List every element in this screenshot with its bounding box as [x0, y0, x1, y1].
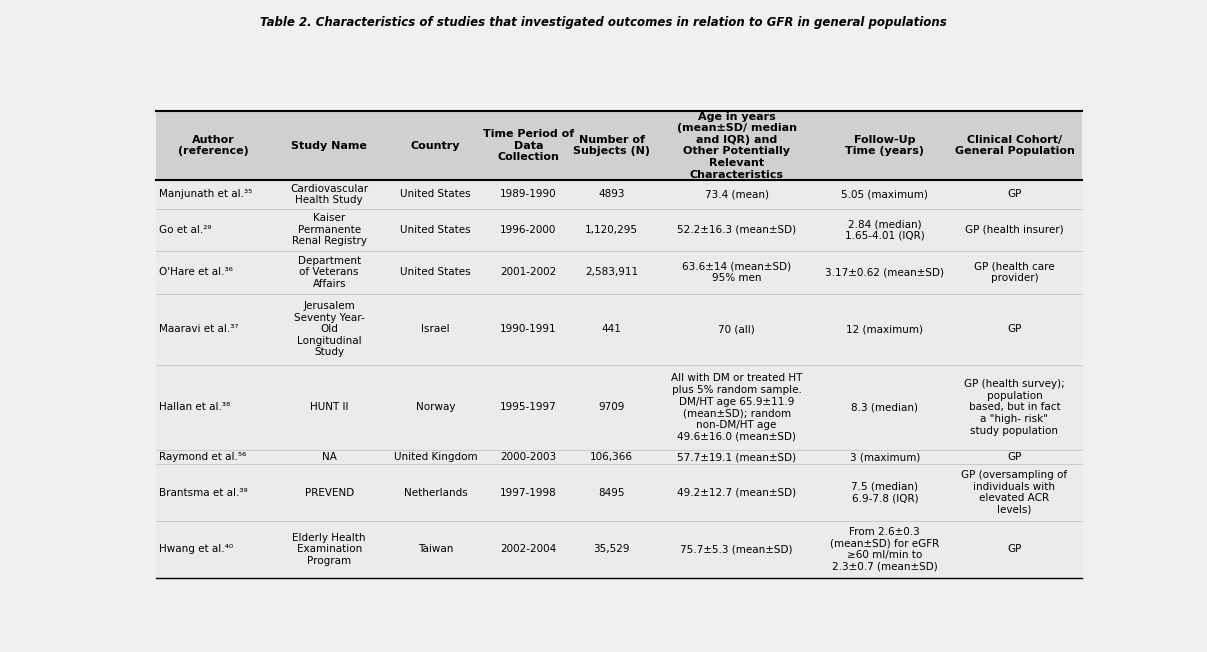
Text: 441: 441 — [602, 324, 622, 334]
Text: GP: GP — [1008, 189, 1021, 200]
Text: GP: GP — [1008, 324, 1021, 334]
Text: GP (health survey);
population
based, but in fact
a "high- risk"
study populatio: GP (health survey); population based, bu… — [964, 379, 1065, 436]
Text: 8.3 (median): 8.3 (median) — [851, 402, 919, 412]
Text: PREVEND: PREVEND — [304, 488, 354, 497]
Text: Study Name: Study Name — [291, 141, 367, 151]
Text: Cardiovascular
Health Study: Cardiovascular Health Study — [290, 184, 368, 205]
Text: Hwang et al.⁴⁰: Hwang et al.⁴⁰ — [159, 544, 233, 554]
Bar — [156, 180, 1081, 578]
Text: Manjunath et al.³⁵: Manjunath et al.³⁵ — [159, 189, 252, 200]
Text: 1997-1998: 1997-1998 — [500, 488, 556, 497]
Text: Country: Country — [410, 141, 460, 151]
Text: 1990-1991: 1990-1991 — [500, 324, 556, 334]
Text: United States: United States — [401, 225, 471, 235]
Text: 12 (maximum): 12 (maximum) — [846, 324, 923, 334]
Text: 1995-1997: 1995-1997 — [500, 402, 556, 412]
Text: GP (oversampling of
individuals with
elevated ACR
levels): GP (oversampling of individuals with ele… — [962, 470, 1067, 515]
Text: GP: GP — [1008, 544, 1021, 554]
Text: 106,366: 106,366 — [590, 452, 634, 462]
Text: 1989-1990: 1989-1990 — [500, 189, 556, 200]
Text: 57.7±19.1 (mean±SD): 57.7±19.1 (mean±SD) — [677, 452, 797, 462]
Text: 49.2±12.7 (mean±SD): 49.2±12.7 (mean±SD) — [677, 488, 797, 497]
Text: GP: GP — [1008, 452, 1021, 462]
Text: Age in years
(mean±SD/ median
and IQR) and
Other Potentially
Relevant
Characteri: Age in years (mean±SD/ median and IQR) a… — [677, 111, 797, 179]
Text: Brantsma et al.³⁹: Brantsma et al.³⁹ — [159, 488, 247, 497]
Text: Norway: Norway — [416, 402, 455, 412]
Text: Clinical Cohort/
General Population: Clinical Cohort/ General Population — [955, 135, 1074, 156]
Text: Follow-Up
Time (years): Follow-Up Time (years) — [845, 135, 925, 156]
Text: 52.2±16.3 (mean±SD): 52.2±16.3 (mean±SD) — [677, 225, 797, 235]
Text: Raymond et al.⁵⁶: Raymond et al.⁵⁶ — [159, 452, 246, 462]
Text: 2002-2004: 2002-2004 — [500, 544, 556, 554]
Text: United States: United States — [401, 189, 471, 200]
Text: Author
(reference): Author (reference) — [179, 135, 249, 156]
Text: 1996-2000: 1996-2000 — [500, 225, 556, 235]
Text: From 2.6±0.3
(mean±SD) for eGFR
≥60 ml/min to
2.3±0.7 (mean±SD): From 2.6±0.3 (mean±SD) for eGFR ≥60 ml/m… — [830, 527, 939, 572]
Text: 70 (all): 70 (all) — [718, 324, 756, 334]
Text: Elderly Health
Examination
Program: Elderly Health Examination Program — [292, 533, 366, 566]
Text: 2,583,911: 2,583,911 — [585, 267, 639, 278]
Text: 4893: 4893 — [599, 189, 625, 200]
Text: 63.6±14 (mean±SD)
95% men: 63.6±14 (mean±SD) 95% men — [682, 261, 792, 283]
Text: 75.7±5.3 (mean±SD): 75.7±5.3 (mean±SD) — [681, 544, 793, 554]
Text: Table 2. Characteristics of studies that investigated outcomes in relation to GF: Table 2. Characteristics of studies that… — [261, 16, 946, 29]
Text: O'Hare et al.³⁶: O'Hare et al.³⁶ — [159, 267, 233, 278]
Text: Israel: Israel — [421, 324, 450, 334]
Text: 8495: 8495 — [599, 488, 625, 497]
Text: 5.05 (maximum): 5.05 (maximum) — [841, 189, 928, 200]
Text: 35,529: 35,529 — [594, 544, 630, 554]
Text: Time Period of
Data
Collection: Time Period of Data Collection — [483, 129, 573, 162]
Text: GP (health care
provider): GP (health care provider) — [974, 261, 1055, 283]
Bar — [156, 111, 1081, 180]
Text: Taiwan: Taiwan — [418, 544, 454, 554]
Text: Jerusalem
Seventy Year-
Old
Longitudinal
Study: Jerusalem Seventy Year- Old Longitudinal… — [293, 301, 365, 357]
Text: Maaravi et al.³⁷: Maaravi et al.³⁷ — [159, 324, 239, 334]
Text: Department
of Veterans
Affairs: Department of Veterans Affairs — [298, 256, 361, 289]
Text: 3.17±0.62 (mean±SD): 3.17±0.62 (mean±SD) — [826, 267, 944, 278]
Text: 7.5 (median)
6.9-7.8 (IQR): 7.5 (median) 6.9-7.8 (IQR) — [851, 482, 919, 503]
Text: Netherlands: Netherlands — [404, 488, 467, 497]
Text: 3 (maximum): 3 (maximum) — [850, 452, 920, 462]
Text: All with DM or treated HT
plus 5% random sample.
DM/HT age 65.9±11.9
(mean±SD); : All with DM or treated HT plus 5% random… — [671, 374, 803, 441]
Text: GP (health insurer): GP (health insurer) — [966, 225, 1063, 235]
Text: United Kingdom: United Kingdom — [393, 452, 478, 462]
Text: 2.84 (median)
1.65-4.01 (IQR): 2.84 (median) 1.65-4.01 (IQR) — [845, 219, 925, 241]
Text: Hallan et al.³⁸: Hallan et al.³⁸ — [159, 402, 231, 412]
Text: 2001-2002: 2001-2002 — [500, 267, 556, 278]
Text: 1,120,295: 1,120,295 — [585, 225, 639, 235]
Text: United States: United States — [401, 267, 471, 278]
Text: Number of
Subjects (N): Number of Subjects (N) — [573, 135, 651, 156]
Text: 9709: 9709 — [599, 402, 625, 412]
Text: NA: NA — [322, 452, 337, 462]
Text: HUNT II: HUNT II — [310, 402, 349, 412]
Text: Go et al.²⁹: Go et al.²⁹ — [159, 225, 211, 235]
Text: Kaiser
Permanente
Renal Registry: Kaiser Permanente Renal Registry — [292, 213, 367, 246]
Text: 73.4 (mean): 73.4 (mean) — [705, 189, 769, 200]
Text: 2000-2003: 2000-2003 — [500, 452, 556, 462]
